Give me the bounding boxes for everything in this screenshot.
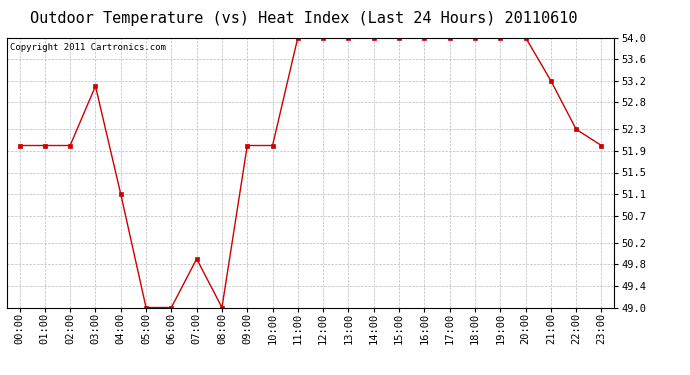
- Text: Outdoor Temperature (vs) Heat Index (Last 24 Hours) 20110610: Outdoor Temperature (vs) Heat Index (Las…: [30, 11, 578, 26]
- Text: Copyright 2011 Cartronics.com: Copyright 2011 Cartronics.com: [10, 43, 166, 52]
